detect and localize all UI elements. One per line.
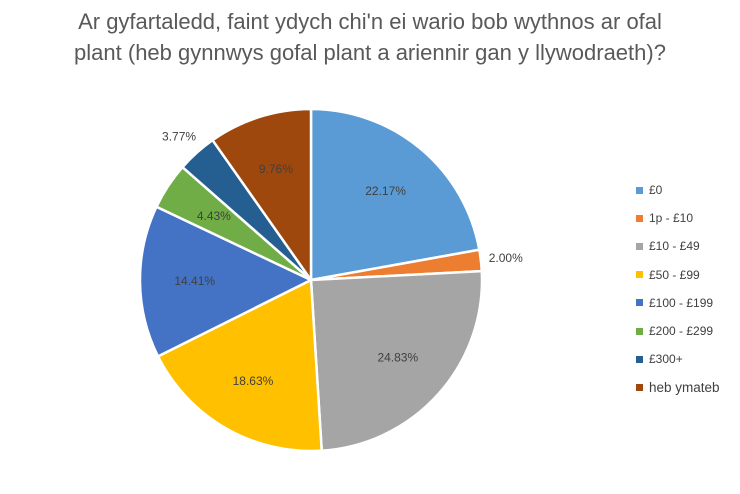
legend-label: £200 - £299: [649, 324, 714, 339]
chart-title-line-1: Ar gyfartaledd, faint ydych chi'n ei war…: [78, 9, 662, 34]
data-label-3: 18.63%: [233, 374, 274, 388]
pie-slices: [138, 107, 484, 453]
pie-slice-4: [138, 205, 313, 358]
legend-swatch: [636, 242, 643, 250]
legend-label: £10 - £49: [649, 239, 700, 254]
data-label-7: 9.76%: [259, 162, 293, 176]
legend-swatch: [636, 271, 643, 279]
chart-title-line-2: plant (heb gynnwys gofal plant a arienni…: [74, 40, 666, 65]
legend-item-4: £100 - £199: [636, 289, 720, 317]
legend-label: 1p - £10: [649, 211, 694, 226]
legend-swatch: [636, 355, 643, 363]
legend-item-7: heb ymateb: [636, 373, 720, 401]
chart-legend: £0 1p - £10 £10 - £49 £50 - £99 £100 - £…: [636, 176, 720, 402]
legend-swatch: [636, 186, 643, 194]
legend-item-5: £200 - £299: [636, 317, 720, 345]
data-label-4: 14.41%: [174, 274, 215, 288]
pie-slice-7: [211, 107, 313, 282]
legend-label: £50 - £99: [649, 267, 700, 282]
pie-data-labels: 22.17% 2.00% 24.83% 18.63% 14.41% 4.43% 3.77% 9…: [162, 129, 523, 387]
data-label-2: 24.83%: [377, 350, 418, 364]
pie-slice-3: [156, 278, 323, 453]
legend-swatch: [636, 299, 643, 307]
legend-item-1: 1p - £10: [636, 204, 720, 232]
data-label-5: 4.43%: [197, 209, 231, 223]
pie-slice-2: [309, 269, 484, 452]
legend-label: £0: [649, 183, 663, 198]
legend-item-0: £0: [636, 176, 720, 204]
data-label-1: 2.00%: [489, 251, 523, 265]
legend-item-6: £300+: [636, 345, 720, 373]
legend-label: heb ymateb: [649, 379, 720, 395]
legend-item-3: £50 - £99: [636, 261, 720, 289]
legend-swatch: [636, 214, 643, 222]
legend-swatch: [636, 383, 643, 391]
pie-slice-0: [309, 107, 481, 282]
legend-swatch: [636, 327, 643, 335]
data-label-6: 3.77%: [162, 129, 196, 143]
legend-label: £300+: [649, 352, 683, 367]
data-label-0: 22.17%: [365, 184, 406, 198]
legend-item-2: £10 - £49: [636, 232, 720, 260]
legend-label: £100 - £199: [649, 295, 714, 310]
chart-title: Ar gyfartaledd, faint ydych chi'n ei war…: [0, 6, 740, 68]
